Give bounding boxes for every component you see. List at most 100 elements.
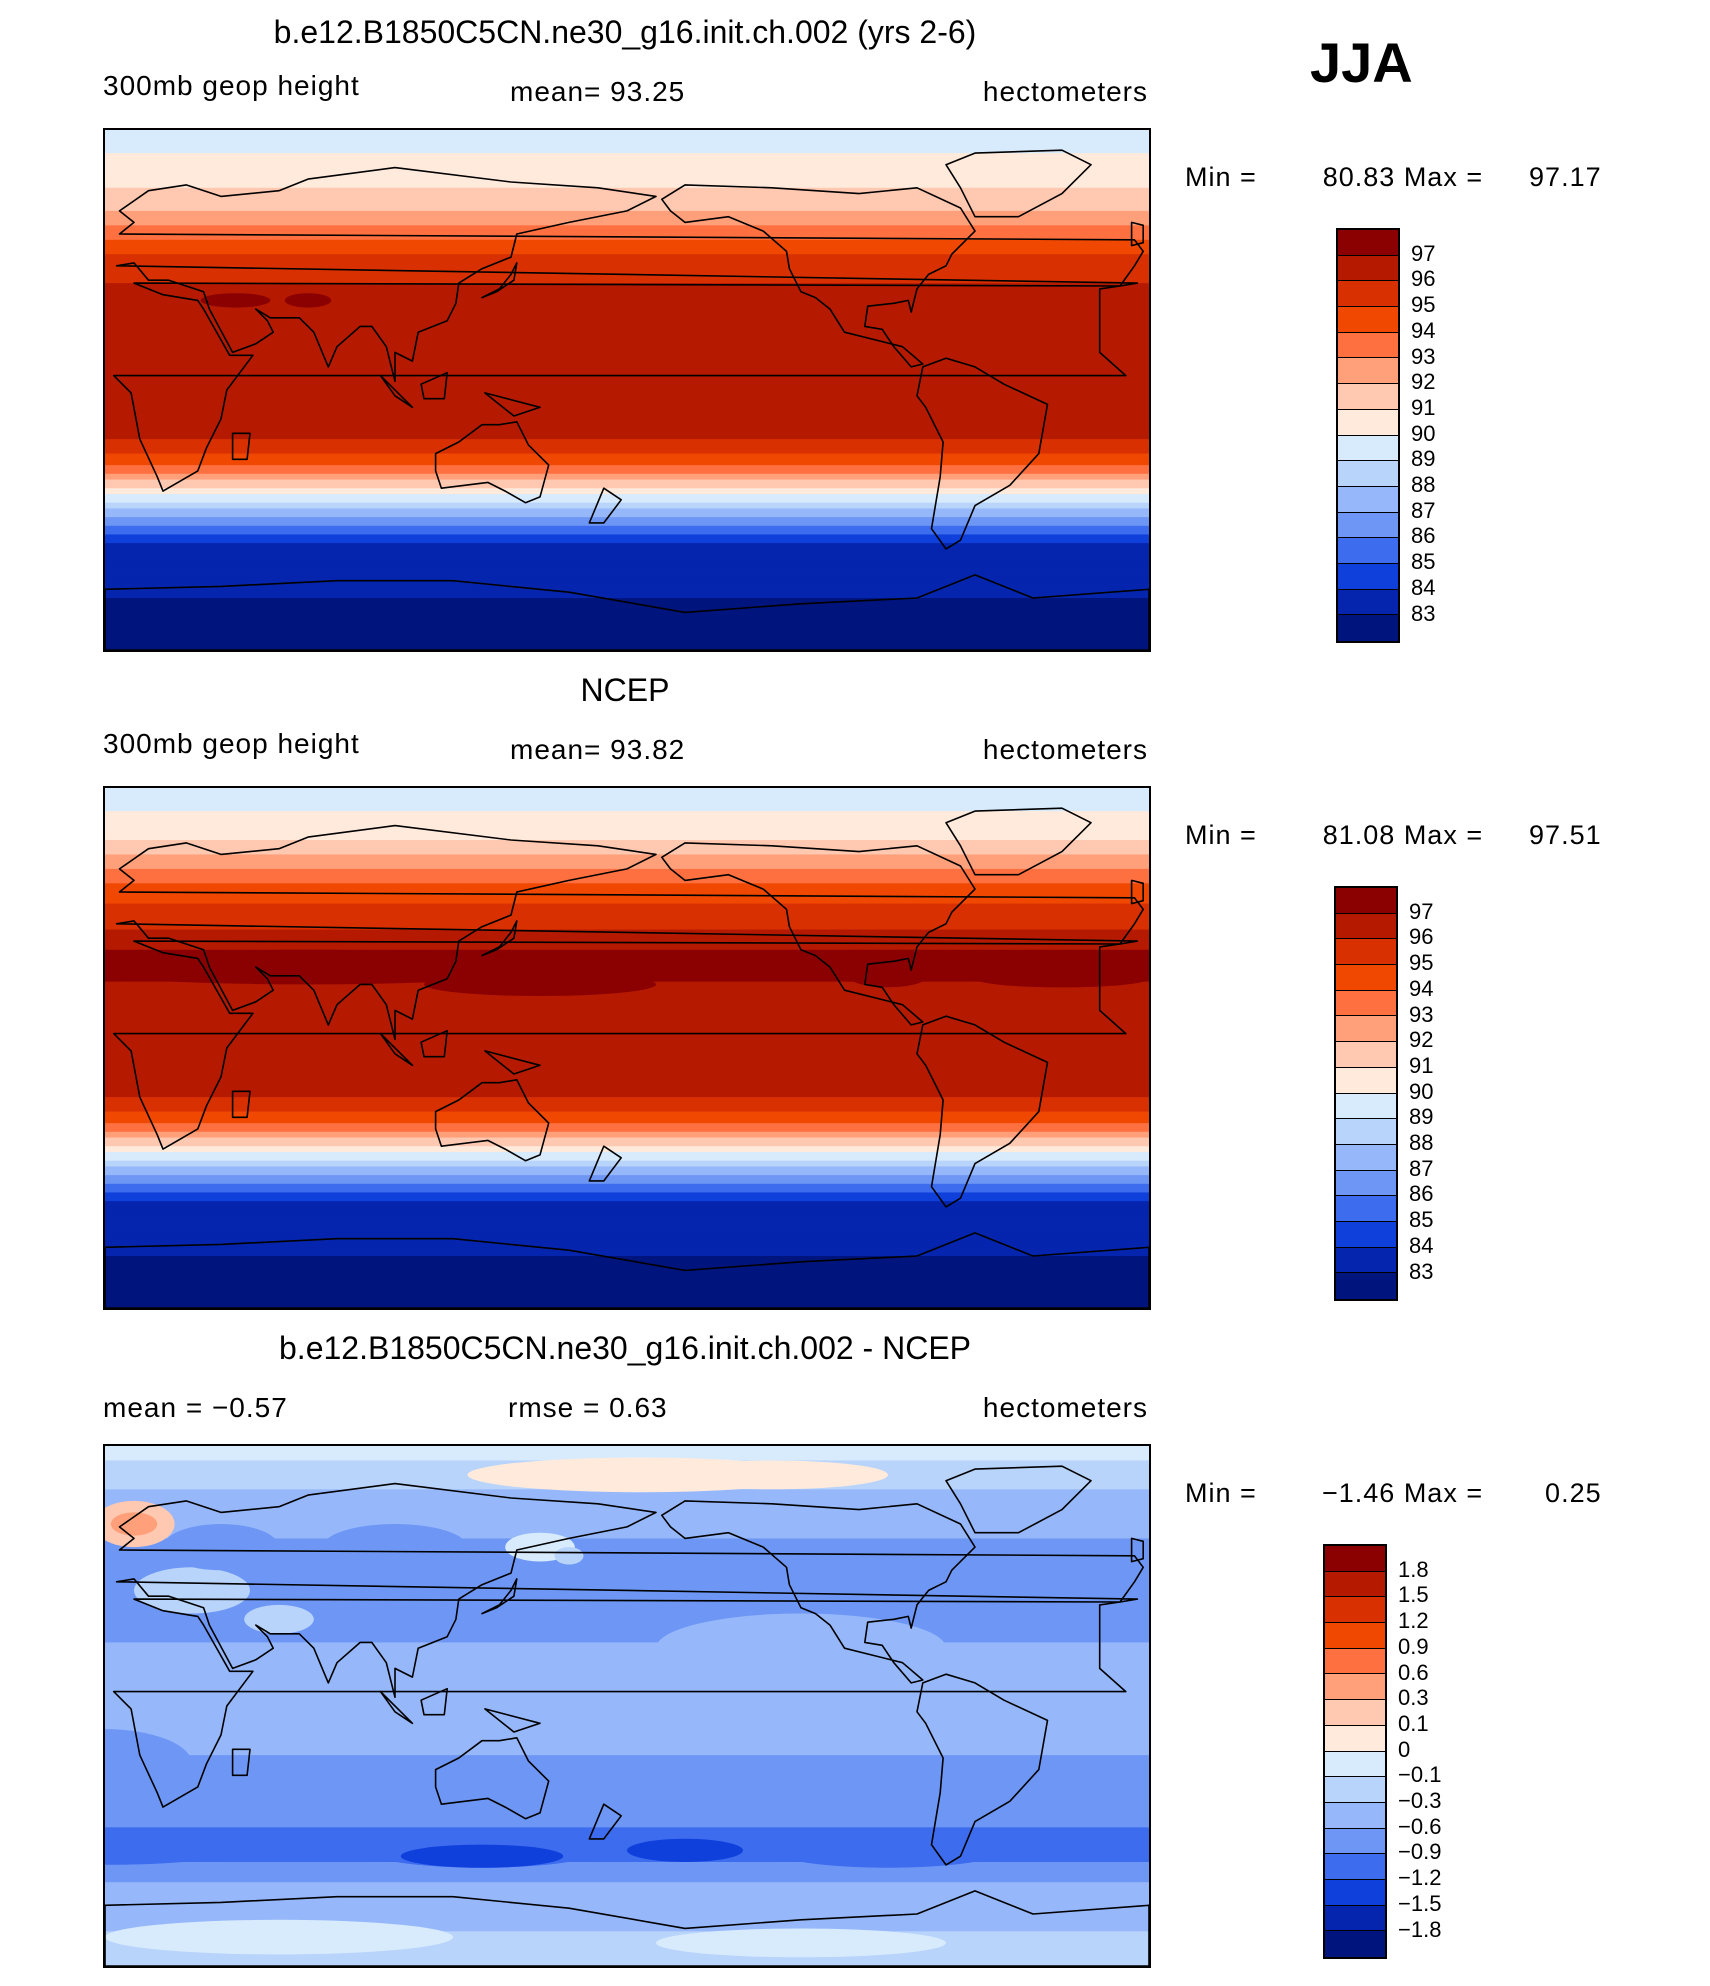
max-label: Max = [1403, 162, 1484, 192]
contour-band [105, 1685, 1149, 1690]
colorbar-swatch [1336, 1093, 1396, 1120]
contour-band [105, 343, 1149, 348]
contour-band [105, 1717, 1149, 1722]
coastline [481, 920, 518, 957]
contour-band [105, 167, 1149, 172]
contour-band [105, 340, 1149, 345]
contour-band [105, 883, 1149, 887]
contour-band [105, 364, 1149, 368]
contour-band [105, 915, 1149, 919]
colorbar-tick-label: 1.5 [1398, 1582, 1429, 1608]
panel-units: hectometers [982, 734, 1148, 765]
panel-left-label: 300mb geop height [103, 728, 360, 759]
contour-band [105, 1604, 1149, 1609]
coastline [484, 392, 541, 417]
colorbar-tick-label: −1.8 [1398, 1916, 1442, 1942]
contour-band [105, 972, 1149, 977]
contour-band [105, 1134, 1149, 1139]
contour-band [105, 1625, 1149, 1629]
colorbar [1334, 886, 1398, 1301]
contour-band [105, 141, 1149, 146]
contour-band [105, 1261, 1149, 1266]
contour-band [105, 1760, 1149, 1765]
colorbar-tick-label: 95 [1409, 950, 1434, 976]
contour-band [105, 196, 1149, 200]
contour-band [105, 1867, 1149, 1872]
contour-band [105, 245, 1149, 250]
contour-band [105, 317, 1149, 322]
panel-rmse-label: rmse = 0.63 [508, 1392, 668, 1423]
coastline [231, 1090, 251, 1119]
contour-band [105, 1928, 1149, 1932]
colorbar-tick-label: 86 [1411, 523, 1436, 549]
contour-band [105, 1876, 1149, 1880]
contour-band [105, 970, 1149, 974]
coastline [1130, 879, 1144, 905]
contour-band [105, 1160, 1149, 1165]
contour-band [105, 894, 1149, 899]
colorbar [1336, 228, 1400, 643]
contour-band [105, 814, 1149, 818]
contour-band [105, 456, 1149, 460]
contour-band [105, 1128, 1149, 1133]
colorbar-swatch [1338, 615, 1398, 641]
contour-band [105, 144, 1149, 148]
contour-band [105, 297, 1149, 302]
contour-band [105, 1758, 1149, 1762]
colorbar-tick-label: −0.6 [1398, 1813, 1442, 1839]
contour-band [105, 1581, 1149, 1586]
contour-band [105, 479, 1149, 484]
contour-band [105, 173, 1149, 177]
contour-band [105, 946, 1149, 951]
contour-band [105, 1108, 1149, 1113]
contour-band [105, 1853, 1149, 1857]
contour-band [105, 1206, 1149, 1211]
contour-band [105, 1518, 1149, 1522]
contour-band [105, 1873, 1149, 1878]
contour-band [105, 262, 1149, 267]
contour-band [105, 1059, 1149, 1064]
map-difference [103, 1444, 1151, 1968]
contour-band [105, 473, 1149, 478]
contour-band [105, 398, 1149, 403]
contour-band [105, 621, 1149, 625]
contour-band [105, 1824, 1149, 1828]
contour-band [105, 1587, 1149, 1592]
contour-band [105, 1645, 1149, 1649]
colorbar-tick-label: 85 [1411, 549, 1436, 575]
contour-band [105, 1022, 1149, 1026]
contour-band [105, 1446, 1149, 1450]
contour-band [105, 1007, 1149, 1012]
contour-band [105, 822, 1149, 827]
colorbar-tick-label: 96 [1409, 924, 1434, 950]
contour-band [105, 1743, 1149, 1748]
coastline [1130, 221, 1144, 247]
contour-region [400, 1844, 564, 1868]
contour-band [105, 1726, 1149, 1730]
contour-band [105, 1178, 1149, 1182]
contour-band [105, 1550, 1149, 1554]
contour-band [105, 170, 1149, 174]
panel-left-label: 300mb geop height [103, 70, 360, 101]
min-label: Min = [1185, 1478, 1257, 1508]
contour-band [105, 491, 1149, 495]
contour-band [105, 1879, 1149, 1883]
contour-band [105, 1671, 1149, 1675]
contour-band [105, 574, 1149, 579]
contour-band [105, 511, 1149, 515]
contour-band [105, 1593, 1149, 1597]
contour-band [105, 1720, 1149, 1724]
contour-band [105, 413, 1149, 417]
contour-band [105, 868, 1149, 873]
contour-band [105, 534, 1149, 538]
contour-band [105, 993, 1149, 997]
contour-region [656, 1460, 888, 1490]
contour-band [105, 560, 1149, 564]
colorbar-tick-label: 95 [1411, 292, 1436, 318]
contour-band [105, 1555, 1149, 1560]
contour-band [105, 381, 1149, 385]
colorbar-tick-label: 0 [1398, 1736, 1411, 1762]
contour-band [105, 1056, 1149, 1061]
contour-band [105, 444, 1149, 449]
contour-band [105, 401, 1149, 406]
